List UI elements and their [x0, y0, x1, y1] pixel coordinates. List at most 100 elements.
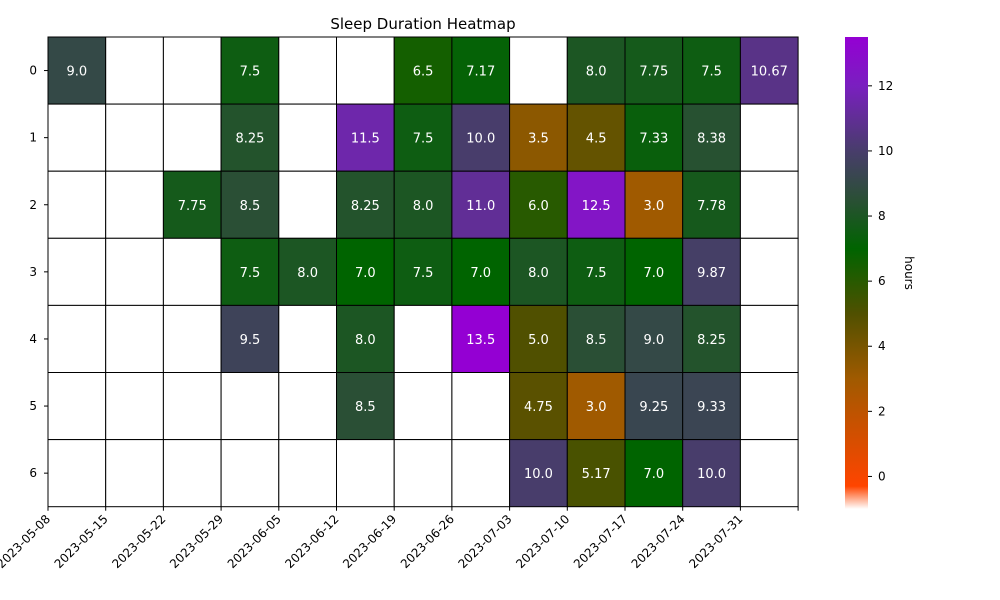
cell-value-label: 7.0 — [644, 467, 665, 482]
cell-value-label: 9.0 — [67, 65, 88, 80]
heatmap-cell — [278, 372, 337, 441]
heatmap-cell — [393, 237, 453, 306]
heatmap-cell — [509, 439, 568, 508]
heatmap-cell — [682, 103, 741, 172]
heatmap-cell — [624, 237, 684, 306]
heatmap-cell — [624, 439, 684, 508]
heatmap-cell — [47, 36, 107, 105]
colorbar-label: hours — [902, 256, 916, 290]
x-tick-label: 2023-07-10 — [513, 512, 572, 571]
heatmap-cell — [105, 36, 164, 105]
heatmap-cell — [105, 103, 164, 172]
heatmap-cell — [162, 170, 222, 239]
cell-value-label: 4.5 — [586, 132, 607, 147]
heatmap-cell — [393, 372, 453, 441]
cell-value-label: 10.67 — [751, 65, 788, 80]
cell-value-label: 6.0 — [528, 199, 549, 214]
colorbar: 0 2 4 6 8 10 12 hours — [845, 37, 916, 509]
cell-value-label: 7.0 — [644, 266, 665, 281]
y-tick-label: 1 — [29, 131, 37, 145]
heatmap-cell — [278, 439, 337, 508]
heatmap-cell — [162, 372, 222, 441]
cell-value-label: 9.0 — [644, 333, 665, 348]
heatmap-cell — [566, 103, 626, 172]
heatmap-cell — [336, 103, 395, 172]
heatmap-cell — [47, 170, 107, 239]
heatmap-cell — [220, 237, 280, 306]
heatmap-cell — [393, 103, 453, 172]
cell-value-label: 8.25 — [351, 199, 380, 214]
colorbar-tick-label: 8 — [878, 209, 886, 223]
y-tick-label: 6 — [29, 466, 37, 480]
heatmap-cell — [47, 439, 107, 508]
cell-value-label: 9.33 — [697, 400, 726, 415]
heatmap-cell — [566, 170, 626, 239]
colorbar-gradient — [845, 37, 868, 509]
cell-value-label: 10.0 — [697, 467, 726, 482]
heatmap-cell — [682, 237, 741, 306]
heatmap-cell — [278, 304, 337, 373]
heatmap-cell — [509, 372, 568, 441]
colorbar-tick-label: 6 — [878, 274, 886, 288]
cell-value-label: 7.0 — [355, 266, 376, 281]
cell-value-label: 7.17 — [466, 65, 495, 80]
heatmap-cell — [451, 372, 511, 441]
heatmap-cell — [105, 304, 164, 373]
x-tick-label: 2023-06-26 — [398, 512, 457, 571]
heatmap-cell — [451, 36, 511, 105]
y-tick-label: 4 — [29, 332, 37, 346]
heatmap-cell — [566, 372, 626, 441]
y-tick-label: 3 — [29, 265, 37, 279]
cell-value-label: 7.78 — [697, 199, 726, 214]
heatmap-cell — [739, 372, 799, 441]
cell-value-label: 11.0 — [466, 199, 495, 214]
y-tick-label: 5 — [29, 399, 37, 413]
cell-value-label: 13.5 — [466, 333, 495, 348]
cell-value-label: 5.0 — [528, 333, 549, 348]
cell-value-label: 8.0 — [355, 333, 376, 348]
heatmap-cell — [47, 304, 107, 373]
y-tick-label: 2 — [29, 198, 37, 212]
heatmap-cell — [739, 237, 799, 306]
heatmap-cell — [278, 170, 337, 239]
cell-value-label: 7.5 — [413, 266, 434, 281]
cell-value-label: 7.75 — [178, 199, 207, 214]
heatmap-cell — [278, 103, 337, 172]
cell-value-label: 10.0 — [524, 467, 553, 482]
x-tick-label: 2023-05-08 — [0, 512, 53, 571]
cell-value-label: 4.75 — [524, 400, 553, 415]
heatmap-cell — [47, 103, 107, 172]
cell-value-label: 6.5 — [413, 65, 434, 80]
cell-value-label: 8.5 — [240, 199, 261, 214]
heatmap-cells — [47, 36, 799, 508]
cell-value-label: 7.0 — [470, 266, 491, 281]
y-axis-ticks: 0 1 2 3 4 5 6 — [29, 64, 48, 480]
heatmap-cell — [162, 304, 222, 373]
x-tick-label: 2023-05-29 — [167, 512, 226, 571]
cell-value-label: 3.0 — [644, 199, 665, 214]
cell-value-label: 5.17 — [582, 467, 611, 482]
cell-value-label: 8.5 — [586, 333, 607, 348]
heatmap-cell — [162, 237, 222, 306]
heatmap-cell — [162, 36, 222, 105]
heatmap-cell — [336, 237, 395, 306]
colorbar-tick-label: 0 — [878, 469, 886, 483]
heatmap-cell — [162, 103, 222, 172]
cell-value-label: 8.0 — [528, 266, 549, 281]
heatmap-cell — [624, 170, 684, 239]
heatmap-cell — [566, 237, 626, 306]
cell-value-label: 10.0 — [466, 132, 495, 147]
x-axis-ticks: 2023-05-082023-05-152023-05-222023-05-29… — [0, 506, 799, 571]
heatmap-cell — [682, 36, 741, 105]
heatmap-cell — [105, 439, 164, 508]
heatmap-cell — [739, 170, 799, 239]
heatmap-cell — [336, 36, 395, 105]
cell-value-label: 9.87 — [697, 266, 726, 281]
y-tick-label: 0 — [29, 64, 37, 78]
cell-value-label: 8.0 — [297, 266, 318, 281]
heatmap-cell — [624, 372, 684, 441]
heatmap-cell — [739, 439, 799, 508]
cell-value-label: 7.33 — [639, 132, 668, 147]
cell-value-label: 7.5 — [701, 65, 722, 80]
colorbar-tick-label: 4 — [878, 339, 886, 353]
